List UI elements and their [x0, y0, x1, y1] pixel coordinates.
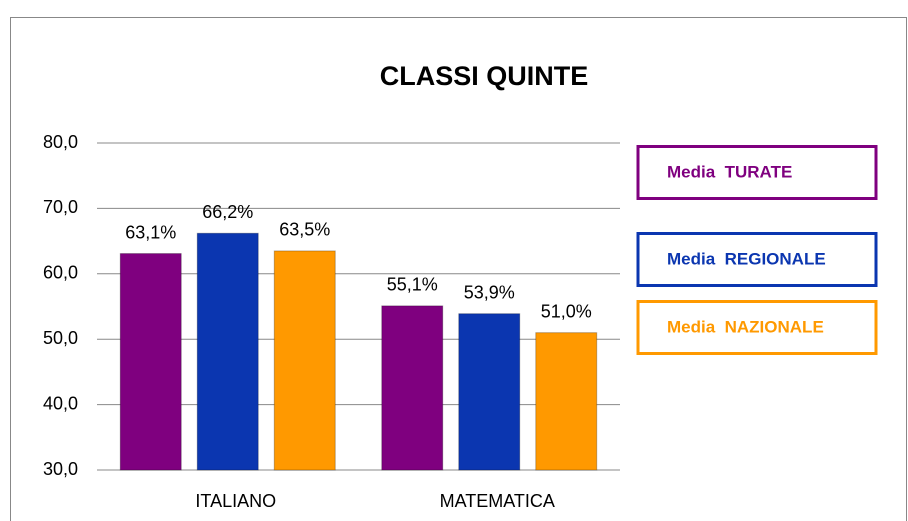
y-tick-label: 30,0 [43, 459, 78, 479]
value-label: 63,5% [279, 220, 330, 240]
x-tick-label: MATEMATICA [440, 491, 555, 511]
legend-label: Media REGIONALE [667, 249, 826, 268]
bar [381, 305, 444, 471]
value-label: 66,2% [202, 202, 253, 222]
bar [458, 313, 521, 471]
y-tick-label: 80,0 [43, 132, 78, 152]
y-tick-label: 50,0 [43, 328, 78, 348]
y-tick-label: 40,0 [43, 393, 78, 413]
bar [196, 232, 259, 471]
value-label: 51,0% [541, 301, 592, 321]
y-tick-label: 60,0 [43, 263, 78, 283]
legend-box [636, 232, 878, 287]
value-label: 55,1% [387, 275, 438, 295]
chart-frame [10, 17, 907, 521]
value-label: 53,9% [464, 282, 515, 302]
bar [119, 253, 182, 471]
x-tick-label: ITALIANO [195, 491, 276, 511]
bar [273, 250, 336, 471]
legend-box [636, 145, 878, 200]
value-label: 63,1% [125, 222, 176, 242]
y-tick-label: 70,0 [43, 197, 78, 217]
bar [535, 332, 598, 471]
legend-label: Media TURATE [667, 162, 792, 181]
legend-label: Media NAZIONALE [667, 317, 824, 336]
legend-box [636, 300, 878, 355]
chart-title: CLASSI QUINTE [380, 61, 589, 91]
